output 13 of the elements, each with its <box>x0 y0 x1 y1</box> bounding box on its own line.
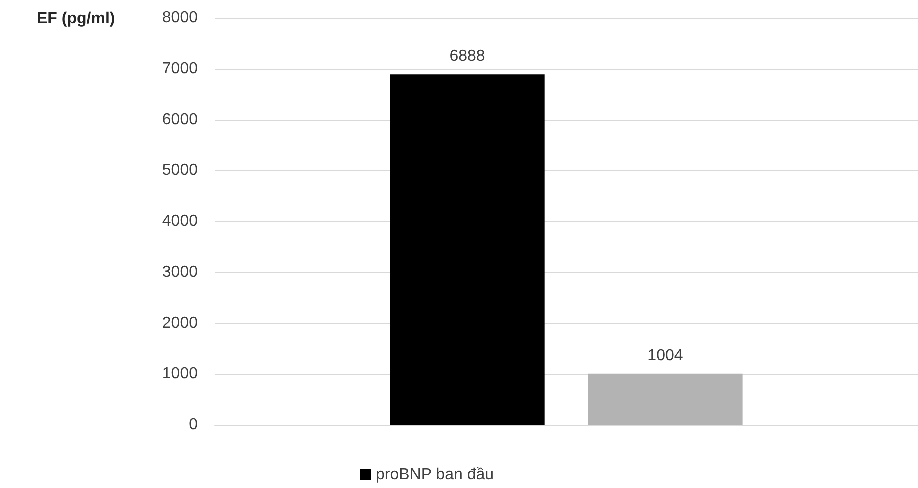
y-tick-label: 5000 <box>162 162 198 180</box>
data-label: 6888 <box>450 48 486 66</box>
y-tick-label: 1000 <box>162 366 198 383</box>
y-tick-label: 7000 <box>162 60 198 78</box>
y-tick-label: 6000 <box>162 111 198 128</box>
y-axis-title: EF (pg/ml) <box>37 10 116 28</box>
y-tick-label: 4000 <box>162 213 198 230</box>
legend-label: proBNP ban đầu <box>376 466 494 484</box>
y-tick-label: 0 <box>189 416 198 434</box>
y-tick-label: 8000 <box>162 10 198 26</box>
data-label: 1004 <box>648 347 684 364</box>
y-tick-label: 3000 <box>162 264 198 281</box>
y-tick-label: 2000 <box>162 314 198 332</box>
